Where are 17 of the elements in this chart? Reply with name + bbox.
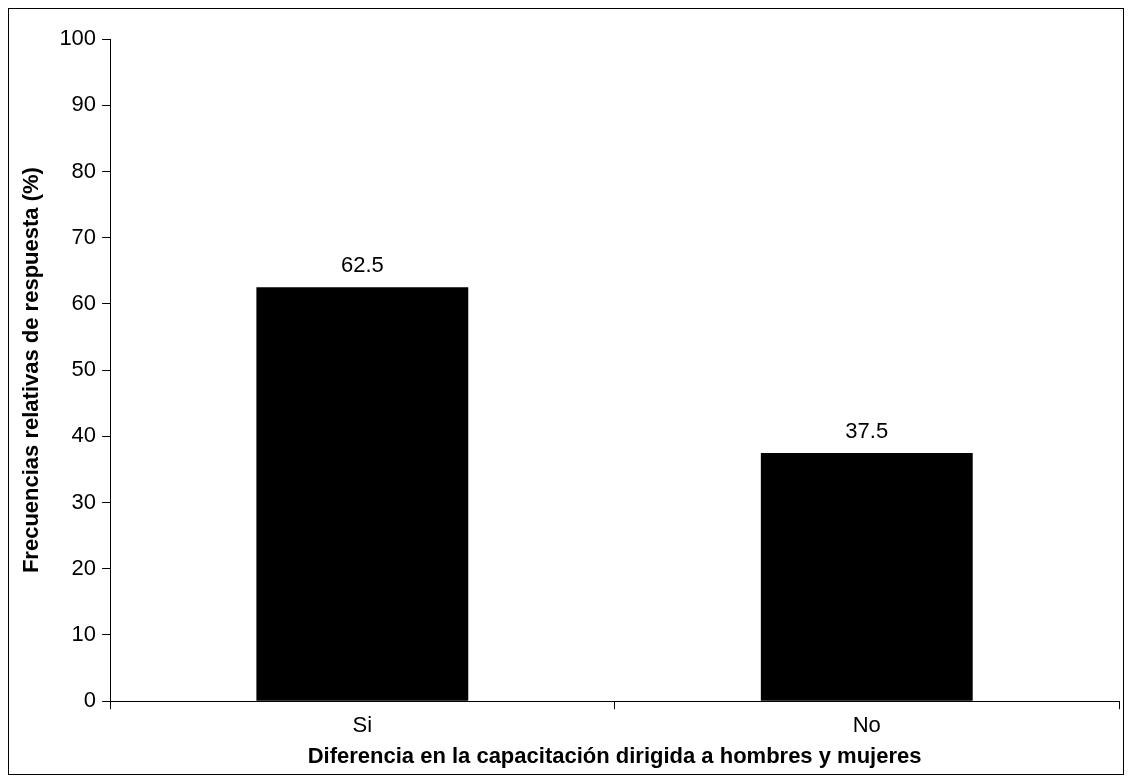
y-tick-label: 30 <box>71 488 97 514</box>
y-tick-label: 80 <box>71 157 97 183</box>
y-tick-label: 40 <box>71 422 97 448</box>
x-tick-label: Si <box>352 712 373 738</box>
y-tick-label: 90 <box>71 91 97 117</box>
x-tick-label: No <box>852 712 881 738</box>
y-tick-label: 50 <box>71 356 97 382</box>
y-tick-label: 10 <box>71 621 97 647</box>
data-label: 37.5 <box>845 417 889 443</box>
y-tick-label: 20 <box>71 554 97 580</box>
y-tick-label: 60 <box>71 289 97 315</box>
y-axis-title: Frecuencias relativas de respuesta (%) <box>18 167 44 574</box>
y-tick-label: 0 <box>83 687 97 713</box>
data-label: 62.5 <box>340 252 384 278</box>
y-tick-label: 100 <box>59 25 97 51</box>
y-tick-label: 70 <box>71 223 97 249</box>
x-axis-title: Diferencia en la capacitación dirigida a hombres y mujeres <box>307 742 922 768</box>
